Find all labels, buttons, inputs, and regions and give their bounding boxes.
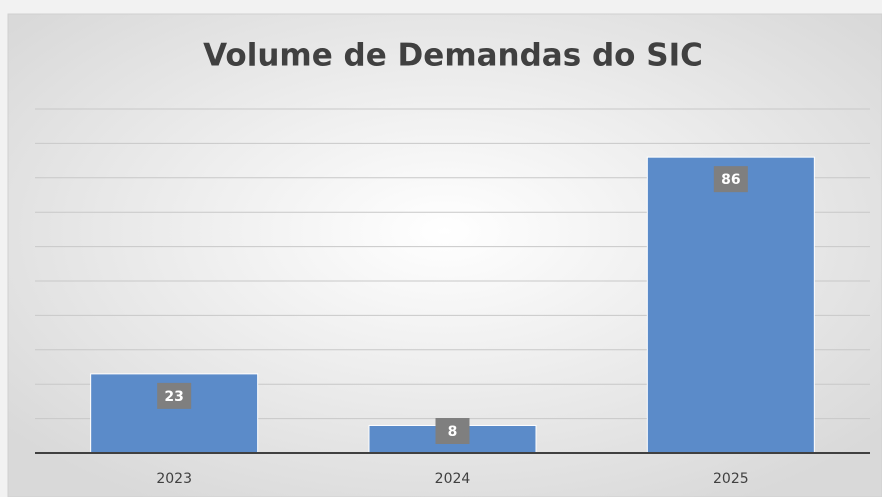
data-label: 86 — [721, 172, 740, 188]
data-label-box — [435, 418, 470, 444]
data-label-box — [157, 382, 192, 409]
data-label: 8 — [448, 424, 458, 440]
x-tick-label: 2023 — [156, 471, 192, 487]
bar — [646, 156, 815, 454]
data-label-box — [713, 166, 748, 193]
chart-title: Volume de Demandas do SIC — [203, 38, 703, 74]
x-tick-label: 2024 — [435, 471, 471, 487]
x-tick-label: 2025 — [713, 471, 749, 487]
data-label: 23 — [164, 389, 183, 405]
